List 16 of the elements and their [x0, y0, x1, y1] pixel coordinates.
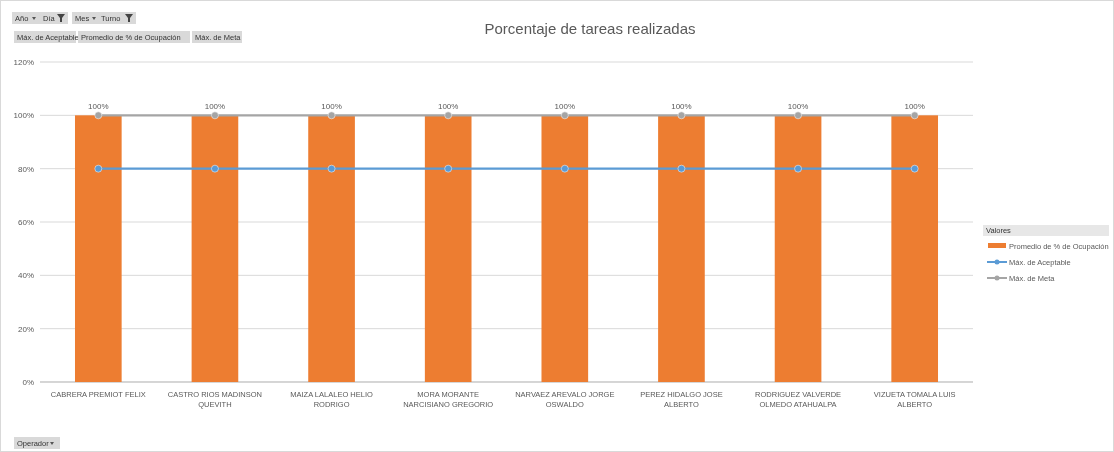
data-label: 100% [554, 102, 576, 112]
y-tick-label: 60% [17, 218, 34, 227]
y-tick-label: 120% [13, 58, 34, 67]
y-tick-label: 20% [17, 324, 34, 334]
y-tick-label: 100% [13, 111, 34, 121]
data-label: 100% [904, 102, 925, 112]
y-tick-label: 80% [17, 164, 34, 174]
chart-title: Porcentaje de tareas realizadas [484, 20, 696, 37]
data-label: 100% [671, 102, 692, 112]
data-label: 100% [787, 102, 809, 112]
y-tick-label: 40% [17, 271, 34, 281]
y-tick-label: 0% [22, 378, 34, 387]
data-label: 100% [321, 102, 342, 112]
data-label: 100% [88, 102, 109, 112]
data-label: 100% [204, 102, 226, 112]
data-label: 100% [437, 102, 459, 112]
